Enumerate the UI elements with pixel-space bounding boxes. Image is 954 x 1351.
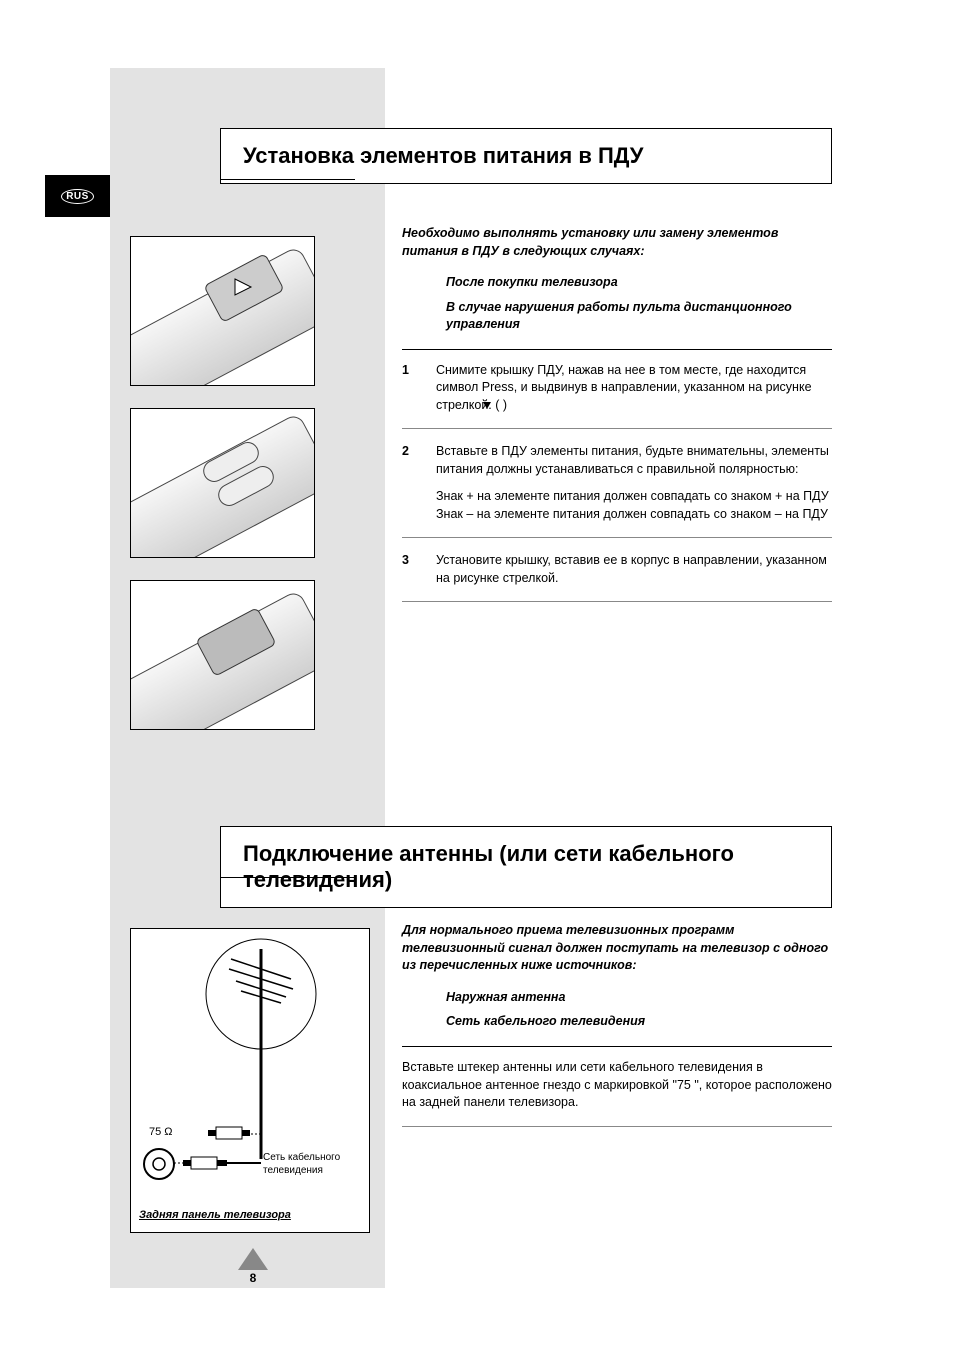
divider-light-s2 (402, 1126, 832, 1127)
section2-content: Для нормального приема телевизионных про… (402, 922, 832, 1141)
antenna-svg (131, 929, 369, 1232)
section1-illustrations (130, 236, 315, 752)
divider-light (402, 428, 832, 429)
section1-title: Установка элементов питания в ПДУ (243, 143, 809, 169)
divider-light-3 (402, 601, 832, 602)
page-number: 8 (238, 1269, 268, 1285)
divider-s2 (402, 1046, 832, 1047)
step-3: 3 Установите крышку, вставив ее в корпус… (402, 552, 832, 587)
section2-body: Вставьте штекер антенны или сети кабельн… (402, 1059, 832, 1112)
illus-remote-replace-cover (130, 580, 315, 730)
back-panel-label: Задняя панель телевизора (139, 1208, 291, 1222)
section2-bullet-1: Наружная антенна (446, 989, 832, 1006)
step-3-text: Установите крышку, вставив ее в корпус в… (436, 552, 832, 587)
section1-bullets: После покупки телевизора В случае наруше… (402, 274, 832, 333)
illus-remote-insert-batteries (130, 408, 315, 558)
step-1-text-span: Снимите крышку ПДУ, нажав на нее в том м… (436, 363, 812, 412)
impedance-label: 75 Ω (149, 1126, 173, 1138)
section2-title-box: Подключение антенны (или сети кабельного… (220, 826, 832, 908)
step-2-text: Вставьте в ПДУ элементы питания, будьте … (436, 443, 832, 478)
section1-bullet-1: После покупки телевизора (446, 274, 832, 291)
section1-title-box: Установка элементов питания в ПДУ (220, 128, 832, 184)
section1-intro: Необходимо выполнять установку или замен… (402, 225, 832, 260)
step-2-num: 2 (402, 443, 414, 478)
section1-bullet-2: В случае нарушения работы пульта дистанц… (446, 299, 832, 333)
section2-bullet-2: Сеть кабельного телевидения (446, 1013, 832, 1030)
step-2-sub: Знак + на элементе питания должен совпад… (402, 488, 832, 523)
divider-light-2 (402, 537, 832, 538)
step-2-sub-1: Знак + на элементе питания должен совпад… (436, 488, 832, 506)
page-number-marker: 8 (238, 1248, 268, 1290)
illus-antenna-connection: 75 Ω Сеть кабельного телевидения Задняя … (130, 928, 370, 1233)
step-2-sub-2: Знак – на элементе питания должен совпад… (436, 506, 832, 524)
section1-underline (220, 179, 355, 180)
language-badge: RUS (45, 175, 110, 217)
section2-bullets: Наружная антенна Сеть кабельного телевид… (402, 989, 832, 1031)
step-1-num: 1 (402, 362, 414, 415)
divider (402, 349, 832, 350)
section2-intro: Для нормального приема телевизионных про… (402, 922, 832, 975)
step-2: 2 Вставьте в ПДУ элементы питания, будьт… (402, 443, 832, 478)
arrow-down-icon (483, 402, 491, 409)
step-1-text: Снимите крышку ПДУ, нажав на нее в том м… (436, 362, 832, 415)
section2-underline (220, 877, 355, 878)
triangle-up-icon (238, 1248, 268, 1270)
cable-tv-label: Сеть кабельного телевидения (263, 1152, 363, 1177)
section1-content: Необходимо выполнять установку или замен… (402, 225, 832, 616)
arrow-icon (231, 275, 255, 299)
illus-remote-remove-cover (130, 236, 315, 386)
section2-title: Подключение антенны (или сети кабельного… (243, 841, 809, 893)
language-badge-label: RUS (61, 189, 94, 204)
step-1: 1 Снимите крышку ПДУ, нажав на нее в том… (402, 362, 832, 415)
step-3-num: 3 (402, 552, 414, 587)
